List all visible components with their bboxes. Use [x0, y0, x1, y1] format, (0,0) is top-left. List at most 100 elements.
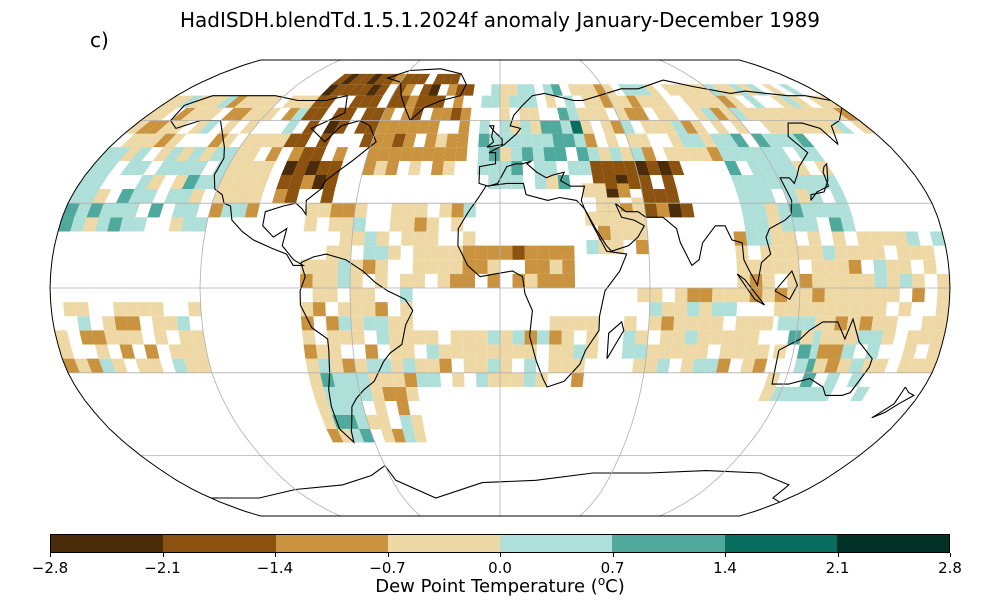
colorbar-tickmark — [50, 553, 51, 557]
grid-cell — [526, 95, 538, 108]
grid-cell — [293, 133, 313, 148]
grid-cell — [231, 147, 251, 161]
grid-cell — [580, 95, 595, 108]
grid-cell — [819, 330, 835, 345]
grid-cell — [348, 428, 365, 443]
grid-cell — [329, 84, 349, 96]
grid-cell — [644, 203, 659, 218]
grid-cell — [541, 133, 555, 148]
grid-cell — [679, 95, 700, 108]
coastline — [606, 320, 625, 359]
grid-cell — [312, 273, 326, 288]
grid-cell — [347, 84, 366, 96]
grid-cell — [432, 73, 446, 85]
grid-cell — [758, 386, 776, 402]
grid-cell — [786, 302, 800, 317]
grid-cell — [331, 73, 353, 85]
grid-cell — [679, 120, 699, 134]
grid-cell — [361, 160, 377, 175]
grid-cell — [375, 316, 389, 331]
grid-cell — [643, 95, 662, 108]
grid-cell — [883, 316, 899, 331]
grid-cell — [360, 107, 377, 121]
grid-cell — [848, 302, 862, 317]
grid-cell — [544, 95, 557, 108]
grid-cell — [131, 133, 156, 148]
grid-cell — [773, 302, 788, 317]
grid-cell — [243, 95, 267, 108]
grid-cell — [450, 344, 464, 359]
grid-cell — [776, 203, 792, 218]
grid-cell — [599, 120, 615, 134]
grid-cell — [414, 217, 428, 232]
grid-cell — [180, 107, 206, 121]
grid-cell — [542, 84, 554, 96]
grid-cell — [699, 107, 720, 121]
grid-cell — [405, 95, 420, 108]
colorbar-tick-label: 1.4 — [713, 559, 737, 577]
grid-cell — [58, 344, 75, 359]
grid-cell — [178, 330, 194, 345]
grid-cell — [260, 107, 282, 121]
grid-cell — [240, 107, 263, 121]
grid-cell — [806, 231, 822, 246]
grid-cell — [528, 107, 540, 121]
grid-cell — [402, 428, 417, 443]
grid-cell — [687, 288, 700, 303]
grid-cell — [510, 133, 522, 148]
grid-cell — [589, 95, 605, 108]
grid-cell — [325, 316, 340, 331]
grid-cell — [339, 231, 353, 246]
grid-cell — [395, 120, 411, 134]
grid-cell — [421, 147, 435, 161]
grid-cell — [147, 203, 164, 218]
grid-cell — [769, 386, 788, 402]
grid-cell — [150, 107, 178, 121]
grid-cell — [780, 160, 800, 175]
grid-cell — [407, 73, 423, 85]
grid-cell — [689, 120, 709, 134]
grid-cell — [164, 189, 182, 204]
grid-cell — [223, 160, 243, 175]
grid-cell — [560, 344, 574, 359]
colorbar-tickmark — [837, 553, 839, 557]
grid-cell — [787, 288, 800, 303]
grid-cell — [801, 316, 817, 331]
grid-cell — [849, 273, 863, 288]
grid-cell — [462, 330, 476, 345]
grid-cell — [128, 330, 144, 345]
grid-cell — [196, 95, 222, 108]
grid-cell — [312, 302, 326, 317]
grid-cell — [600, 84, 617, 96]
grid-cell — [579, 120, 594, 134]
grid-cell — [798, 302, 813, 317]
grid-cell — [836, 358, 853, 373]
grid-cell — [626, 174, 642, 190]
grid-cell — [908, 245, 924, 260]
grid-cell — [524, 259, 538, 274]
grid-cell — [281, 160, 299, 175]
grid-cell — [272, 189, 288, 204]
grid-cell — [340, 217, 355, 232]
grid-cell — [743, 217, 758, 232]
grid-cell — [905, 231, 921, 246]
colorbar-tick-label: 2.8 — [938, 559, 962, 577]
grid-cell — [805, 95, 833, 108]
grid-cell — [901, 344, 918, 359]
grid-cell — [190, 330, 206, 345]
grid-cell — [135, 358, 152, 373]
grid-cell — [848, 358, 865, 373]
grid-cell — [868, 231, 884, 246]
grid-cell — [151, 316, 166, 331]
grid-cell — [608, 211, 623, 226]
grid-cell — [936, 288, 950, 303]
grid-cell — [258, 160, 276, 175]
colorbar-label-unit: o — [597, 574, 606, 588]
grid-cell — [777, 316, 792, 331]
grid-cell — [234, 95, 258, 108]
grid-cell — [786, 259, 800, 274]
grid-cell — [479, 120, 491, 134]
grid-cell — [632, 107, 650, 121]
grid-cell — [917, 330, 934, 345]
grid-cell — [320, 372, 336, 387]
